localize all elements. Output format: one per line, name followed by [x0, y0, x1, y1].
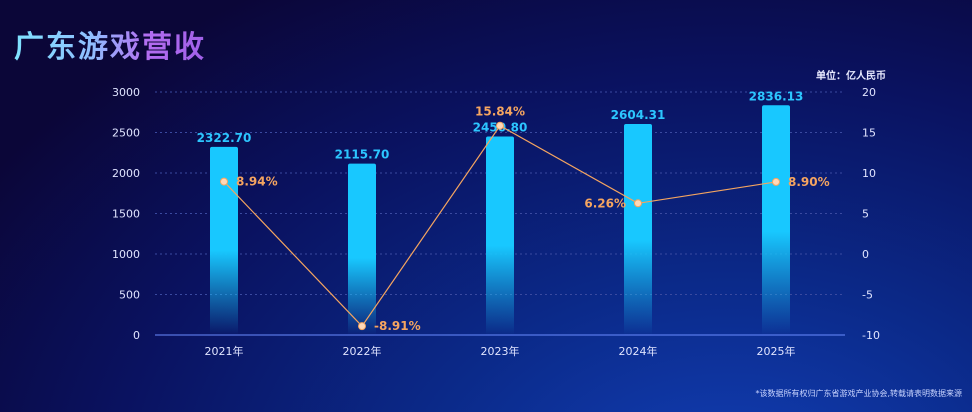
growth-point [496, 121, 504, 130]
x-tick-label: 2022年 [343, 344, 382, 358]
y-right-tick: 5 [862, 208, 869, 221]
bar [762, 105, 790, 335]
y-left-tick: 2000 [112, 167, 140, 180]
y-right-tick: -10 [862, 329, 880, 342]
y-right-tick: 10 [862, 167, 876, 180]
y-left-tick: 2500 [112, 127, 140, 140]
bar [486, 136, 514, 335]
y-left-tick: 3000 [112, 86, 140, 99]
growth-value-label: 6.26% [584, 196, 626, 210]
y-right-tick: 15 [862, 127, 876, 140]
growth-point [634, 199, 642, 208]
y-left-tick: 1500 [112, 208, 140, 221]
y-left-tick: 1000 [112, 248, 140, 261]
y-left-tick: 0 [133, 329, 140, 342]
x-tick-label: 2025年 [757, 344, 796, 358]
growth-value-label: 8.94% [236, 175, 278, 189]
chart-title: 广东游戏营收 [14, 22, 206, 66]
growth-value-label: -8.91% [374, 319, 421, 333]
bar [210, 146, 238, 335]
bar [348, 163, 376, 335]
growth-point [772, 177, 780, 186]
growth-value-label: 15.84% [475, 105, 525, 119]
y-left-tick: 500 [119, 289, 140, 302]
growth-point [220, 177, 228, 186]
unit-label: 单位：亿人民币 [816, 71, 886, 82]
footnote: *该数据所有权归广东省游戏产业协会,转载请表明数据来源 [755, 389, 962, 398]
x-tick-label: 2024年 [619, 344, 658, 358]
y-right-tick: 0 [862, 248, 869, 261]
bar [624, 124, 652, 335]
bar-value-label: 2322.70 [197, 131, 252, 145]
growth-point [358, 322, 366, 331]
growth-value-label: 8.90% [788, 175, 830, 189]
y-right-tick: -5 [862, 289, 873, 302]
bar-value-label: 2115.70 [335, 148, 390, 162]
x-tick-label: 2023年 [481, 344, 520, 358]
x-tick-label: 2021年 [205, 344, 244, 358]
bar-value-label: 2836.13 [749, 89, 804, 103]
bar-value-label: 2604.31 [611, 108, 666, 122]
y-right-tick: 20 [862, 86, 876, 99]
